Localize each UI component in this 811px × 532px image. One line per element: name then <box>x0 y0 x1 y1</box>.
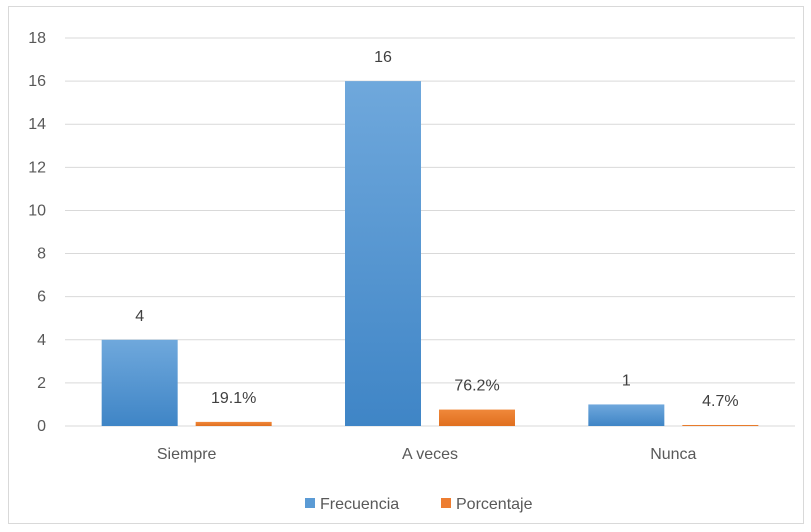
category-label: Nunca <box>650 446 696 463</box>
y-tick-label: 6 <box>37 289 46 306</box>
data-label: 76.2% <box>454 378 499 395</box>
data-label: 1 <box>622 372 631 389</box>
legend-label: Frecuencia <box>320 496 399 513</box>
data-labels: 4 19.1% 16 76.2% 1 4.7% <box>135 49 738 410</box>
bar-porcentaje <box>682 424 759 426</box>
bar-porcentaje <box>439 409 515 426</box>
legend-label: Porcentaje <box>456 496 533 513</box>
bar-porcentaje <box>195 421 272 426</box>
legend-swatch <box>305 498 315 508</box>
data-label: 4.7% <box>702 393 738 410</box>
legend-swatch <box>441 498 451 508</box>
category-label: Siempre <box>157 446 217 463</box>
data-label: 19.1% <box>211 390 256 407</box>
category-label: A veces <box>402 446 458 463</box>
gridlines <box>65 37 795 427</box>
y-tick-label: 2 <box>37 375 46 392</box>
y-tick-label: 14 <box>28 116 46 133</box>
y-tick-label: 8 <box>37 246 46 263</box>
bar-frecuencia <box>345 81 421 426</box>
y-tick-label: 12 <box>28 159 46 176</box>
x-axis-category-labels: Siempre A veces Nunca <box>157 446 697 463</box>
bars <box>101 81 759 426</box>
bar-frecuencia <box>101 339 178 426</box>
y-axis-tick-labels: 0 2 4 6 8 10 12 14 16 18 <box>28 30 46 435</box>
y-tick-label: 10 <box>28 202 46 219</box>
bar-frecuencia <box>588 404 665 426</box>
y-tick-label: 0 <box>37 418 46 435</box>
data-label: 4 <box>135 308 144 325</box>
y-tick-label: 18 <box>28 30 46 47</box>
y-tick-label: 4 <box>37 332 46 349</box>
legend: Frecuencia Porcentaje <box>305 496 533 513</box>
data-label: 16 <box>374 49 392 66</box>
y-tick-label: 16 <box>28 73 46 90</box>
